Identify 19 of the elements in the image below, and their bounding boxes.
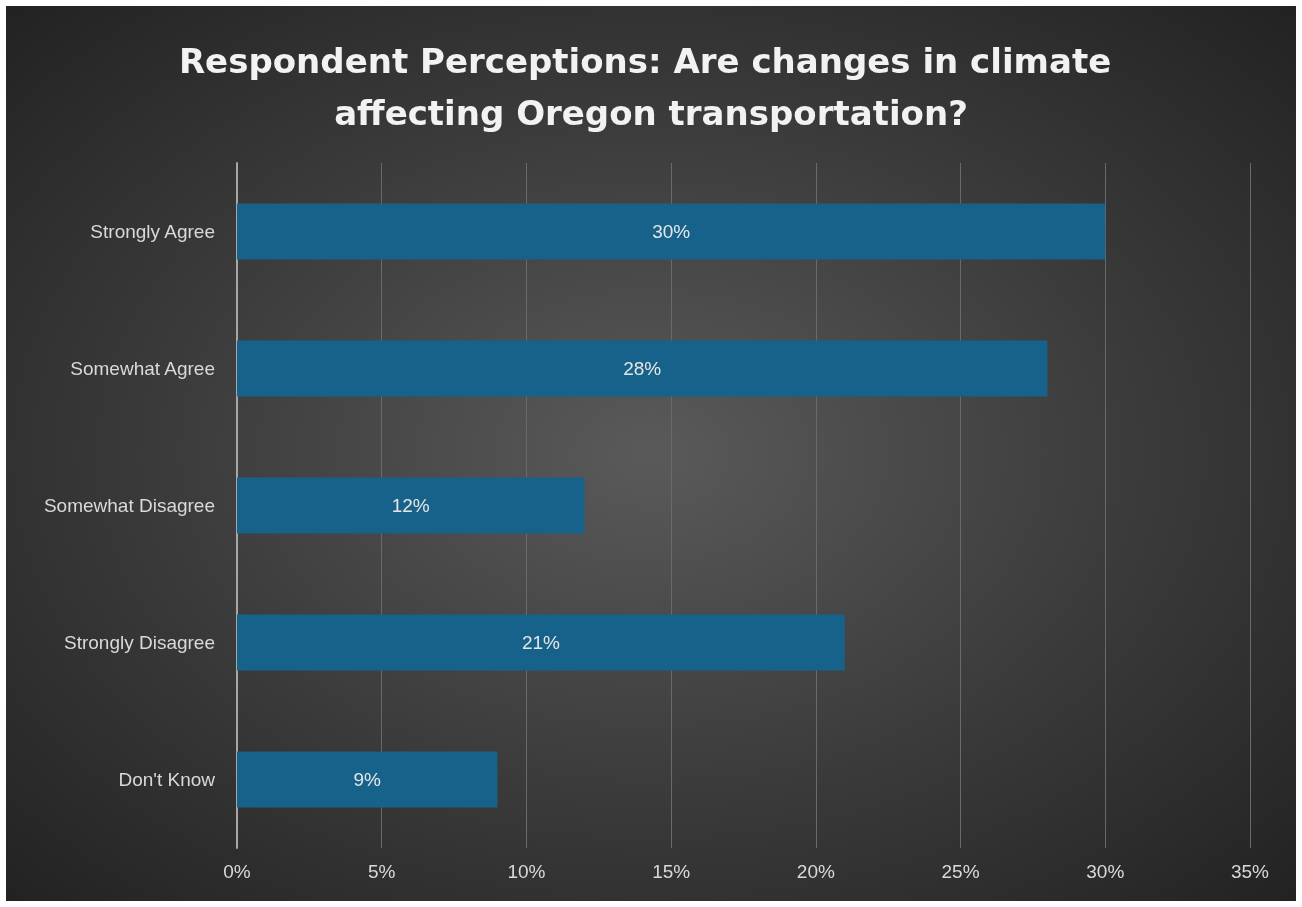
y-tick-label: Somewhat Agree — [70, 358, 215, 379]
x-tick-label: 15% — [652, 861, 691, 882]
x-tick-label: 25% — [941, 861, 980, 882]
data-label: 30% — [652, 221, 691, 242]
y-tick-label: Strongly Agree — [90, 221, 215, 242]
x-tick-label: 10% — [507, 861, 546, 882]
data-label: 28% — [623, 358, 662, 379]
y-tick-label: Somewhat Disagree — [43, 495, 215, 516]
data-label: 9% — [353, 769, 382, 790]
x-tick-label: 20% — [796, 861, 835, 882]
x-tick-label: 0% — [223, 861, 251, 882]
y-tick-label: Strongly Disagree — [63, 632, 215, 653]
x-tick-label: 35% — [1230, 861, 1270, 882]
y-tick-label: Don't Know — [118, 769, 216, 790]
x-tick-label: 5% — [367, 861, 396, 882]
data-label: 12% — [391, 495, 430, 516]
chart-title: Respondent Perceptions: Are changes in climate affecting Oregon transportation? — [178, 41, 1124, 133]
x-tick-label: 30% — [1086, 861, 1125, 882]
data-label: 21% — [521, 632, 561, 653]
